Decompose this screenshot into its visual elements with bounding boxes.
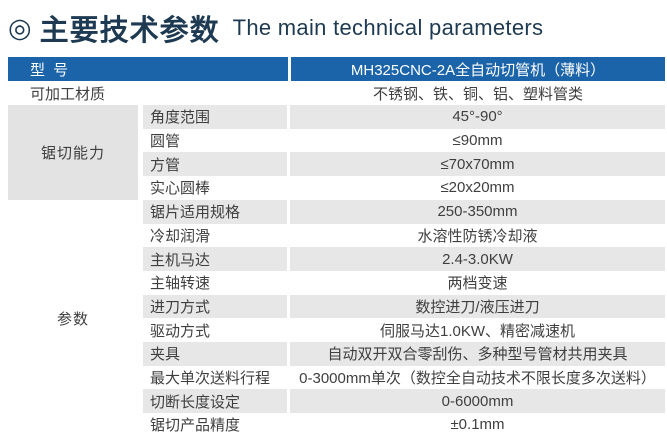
table-header-row: 型 号 MH325CNC-2A全自动切管机（薄料） <box>8 57 665 81</box>
spec-label: 最大单次送料行程 <box>150 370 271 388</box>
category-cell: 参数 <box>56 310 89 328</box>
spec-label: 实心圆棒 <box>150 180 211 198</box>
spec-rows: 角度范围 45°-90° 圆管 ≤90mm 方管 ≤70x70mm 实心圆棒 ≤20x20mm <box>143 105 665 200</box>
spec-row: 实心圆棒 ≤20x20mm <box>143 176 665 200</box>
spec-row: 角度范围 45°-90° <box>143 105 665 129</box>
spec-groups: 锯切能力 角度范围 45°-90° 圆管 ≤90mm 方管 ≤70x70mm 实心圆棒 ≤20x… <box>8 105 665 437</box>
spec-row: 冷却润滑 水溶性防锈冷却液 <box>143 224 665 248</box>
spec-value: 0-6000mm <box>290 389 665 414</box>
double-circle-icon: ◎ <box>8 12 32 43</box>
spec-row: 夹具 自动双开双合零刮伤、多种型号管材共用夹具 <box>143 342 665 366</box>
spec-rows: 锯片适用规格 250-350mm 冷却润滑 水溶性防锈冷却液主机马达 2.4-3.0KW… <box>143 199 665 437</box>
spec-label: 方管 <box>143 152 287 177</box>
model-header-label: 型 号 <box>8 57 288 81</box>
spec-value: ≤20x20mm <box>440 179 515 197</box>
spec-label: 夹具 <box>143 342 287 366</box>
spec-value: 45°-90° <box>290 105 665 129</box>
spec-row: 锯片适用规格 250-350mm <box>143 199 665 224</box>
spec-row: 锯切产品精度 ±0.1mm <box>143 413 665 437</box>
spec-value: ±0.1mm <box>450 416 505 434</box>
spec-value: 数控进刀/液压进刀 <box>290 294 665 319</box>
spec-value: ≤70x70mm <box>290 152 665 177</box>
spec-label: 切断长度设定 <box>143 389 287 414</box>
spec-label: 驱动方式 <box>150 322 211 340</box>
spec-row: 圆管 ≤90mm <box>143 129 665 153</box>
spec-value: 250-350mm <box>290 199 665 224</box>
material-value: 不锈钢、铁、铜、铝、塑料管类 <box>372 85 583 103</box>
spec-label: 圆管 <box>150 133 181 151</box>
spec-group: 参数 锯片适用规格 250-350mm 冷却润滑 水溶性防锈冷却液主机马达 2.4-3.0… <box>8 199 665 437</box>
spec-value: ≤90mm <box>452 132 503 150</box>
spec-row: 主轴转速 两档变速 <box>143 271 665 295</box>
page-title: ◎ 主要技术参数 The main technical parameters <box>0 0 667 50</box>
title-english: The main technical parameters <box>232 15 544 40</box>
spec-value: 2.4-3.0KW <box>290 247 665 271</box>
model-header-value: MH325CNC-2A全自动切管机（薄料） <box>291 57 665 81</box>
title-chinese: 主要技术参数 <box>39 15 220 47</box>
category-cell: 锯切能力 <box>8 105 138 200</box>
spec-group: 锯切能力 角度范围 45°-90° 圆管 ≤90mm 方管 ≤70x70mm 实心圆棒 ≤20x… <box>8 105 665 200</box>
spec-value: 自动双开双合零刮伤、多种型号管材共用夹具 <box>290 342 665 366</box>
spec-label: 进刀方式 <box>143 294 287 319</box>
spec-row: 主机马达 2.4-3.0KW <box>143 247 665 271</box>
spec-label: 主机马达 <box>143 247 287 271</box>
spec-value: 伺服马达1.0KW、精密减速机 <box>379 322 576 340</box>
spec-row: 方管 ≤70x70mm <box>143 152 665 177</box>
spec-value: 0-3000mm单次（数控全自动技术不限长度多次送料） <box>299 370 656 388</box>
spec-label: 主轴转速 <box>150 275 211 293</box>
material-row: 可加工材质 不锈钢、铁、铜、铝、塑料管类 <box>8 81 665 105</box>
spec-row: 切断长度设定 0-6000mm <box>143 389 665 414</box>
spec-label: 锯切产品精度 <box>150 417 241 435</box>
spec-value: 水溶性防锈冷却液 <box>417 227 538 245</box>
material-label: 可加工材质 <box>30 85 106 103</box>
spec-row: 进刀方式 数控进刀/液压进刀 <box>143 294 665 319</box>
spec-row: 最大单次送料行程 0-3000mm单次（数控全自动技术不限长度多次送料） <box>143 366 665 390</box>
spec-label: 角度范围 <box>143 105 287 129</box>
spec-table: 型 号 MH325CNC-2A全自动切管机（薄料） 可加工材质 不锈钢、铁、铜、… <box>8 57 665 437</box>
spec-value: 两档变速 <box>447 275 508 293</box>
spec-label: 冷却润滑 <box>150 227 211 245</box>
spec-row: 驱动方式 伺服马达1.0KW、精密减速机 <box>143 318 665 342</box>
spec-label: 锯片适用规格 <box>143 199 287 224</box>
